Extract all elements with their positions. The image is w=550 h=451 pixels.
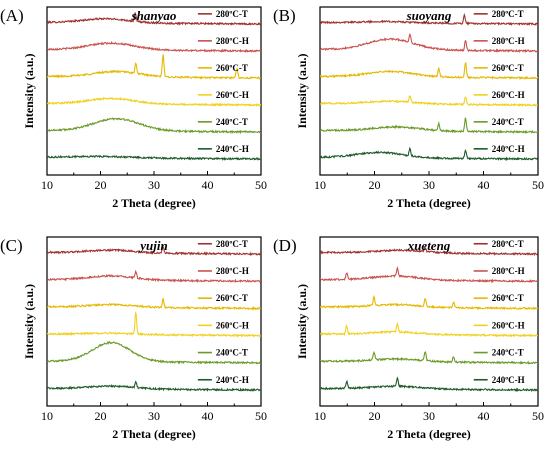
x-tick-label: 10	[41, 178, 53, 192]
legend-label: 240ºC-H	[216, 144, 249, 154]
legend-label: 260ºC-H	[216, 320, 249, 330]
legend-label: 240ºC-H	[492, 375, 525, 385]
xrd-curve-240-c-t	[320, 117, 538, 134]
legend-label: 260ºC-H	[216, 90, 249, 100]
panel-label: (C)	[0, 236, 23, 255]
x-tick-label: 30	[423, 409, 435, 423]
xrd-curve-240-c-t	[47, 117, 261, 135]
x-tick-label: 40	[202, 178, 214, 192]
x-tick-label: 50	[532, 178, 544, 192]
legend-label: 280ºC-T	[492, 9, 524, 19]
panel-title: xueteng	[407, 238, 451, 253]
x-tick-label: 20	[95, 409, 107, 423]
xrd-curve-240-c-h	[320, 146, 538, 162]
panel-xueteng: 280ºC-T 280ºC-H 260ºC-T 260ºC-H 240ºC-T 240ºC…	[273, 236, 544, 441]
x-tick-label: 50	[255, 409, 267, 423]
x-axis-title: 2 Theta (degree)	[112, 196, 196, 210]
y-axis-title: Intensity (a.u.)	[22, 53, 36, 128]
xrd-curve-280-c-t	[47, 12, 261, 26]
legend-label: 280ºC-T	[216, 9, 248, 19]
legend-label: 280ºC-H	[492, 36, 525, 46]
x-tick-label: 10	[314, 178, 326, 192]
xrd-curve-280-c-h	[320, 33, 538, 54]
x-tick-label: 20	[95, 178, 107, 192]
xrd-curve-260-c-h	[47, 97, 261, 108]
xrd-curve-280-c-h	[320, 266, 538, 284]
panel-title: suoyang	[406, 8, 452, 23]
panel-suoyang: 280ºC-T 280ºC-H 260ºC-T 260ºC-H 240ºC-T 240ºC…	[273, 6, 544, 210]
legend-label: 260ºC-T	[216, 293, 248, 303]
x-tick-label: 30	[148, 409, 160, 423]
xrd-curve-280-c-t	[320, 245, 538, 257]
y-axis-title: Intensity (a.u.)	[22, 284, 36, 359]
x-tick-label: 50	[255, 178, 267, 192]
xrd-curve-260-c-t	[320, 294, 538, 311]
x-tick-label: 30	[423, 178, 435, 192]
legend-label: 240ºC-T	[492, 117, 524, 127]
x-axis-title: 2 Theta (degree)	[387, 196, 471, 210]
xrd-curve-260-c-h	[47, 311, 261, 338]
legend-label: 260ºC-T	[492, 293, 524, 303]
panel-title: shanyao	[131, 8, 177, 23]
x-tick-label: 20	[369, 178, 381, 192]
legend-label: 260ºC-H	[492, 320, 525, 330]
xrd-curve-240-c-h	[47, 154, 261, 161]
legend-label: 280ºC-T	[492, 239, 524, 249]
x-tick-label: 50	[532, 409, 544, 423]
legend-label: 240ºC-H	[492, 144, 525, 154]
xrd-curve-260-c-t	[47, 297, 261, 311]
x-axis-title: 2 Theta (degree)	[112, 427, 196, 441]
xrd-curve-280-c-t	[320, 12, 538, 27]
legend-label: 280ºC-H	[216, 266, 249, 276]
x-tick-label: 30	[148, 178, 160, 192]
legend-label: 240ºC-T	[216, 348, 248, 358]
legend-label: 240ºC-H	[216, 375, 249, 385]
xrd-curve-240-c-h	[320, 376, 538, 393]
x-axis-title: 2 Theta (degree)	[387, 427, 471, 441]
x-tick-label: 10	[41, 409, 53, 423]
panel-yujin: 280ºC-T 280ºC-H 260ºC-T 260ºC-H 240ºC-T 240ºC…	[0, 236, 267, 441]
legend-label: 260ºC-T	[216, 63, 248, 73]
xrd-curve-280-c-t	[47, 246, 261, 257]
legend-label: 260ºC-H	[492, 90, 525, 100]
x-tick-label: 40	[202, 409, 214, 423]
x-tick-label: 10	[314, 409, 326, 423]
xrd-curve-260-c-t	[47, 54, 261, 80]
legend-label: 240ºC-T	[492, 348, 524, 358]
legend-label: 280ºC-H	[216, 36, 249, 46]
x-tick-label: 20	[369, 409, 381, 423]
panel-label: (D)	[273, 236, 297, 255]
y-axis-title: Intensity (a.u.)	[295, 284, 309, 359]
xrd-curve-240-c-t	[47, 340, 261, 365]
xrd-curve-280-c-h	[47, 269, 261, 284]
legend-label: 280ºC-H	[492, 266, 525, 276]
y-axis-title: Intensity (a.u.)	[295, 53, 309, 128]
legend-label: 240ºC-T	[216, 117, 248, 127]
x-tick-label: 40	[478, 409, 490, 423]
xrd-curve-240-c-h	[47, 380, 261, 392]
panel-label: (A)	[0, 6, 24, 25]
legend-label: 260ºC-T	[492, 63, 524, 73]
xrd-curve-240-c-t	[320, 350, 538, 365]
panel-shanyao: 280ºC-T 280ºC-H 260ºC-T 260ºC-H 240ºC-T 240ºC…	[0, 6, 267, 210]
panel-label: (B)	[273, 6, 296, 25]
legend-label: 280ºC-T	[216, 239, 248, 249]
xrd-curve-260-c-h	[320, 321, 538, 338]
xrd-curve-260-c-h	[320, 95, 538, 108]
xrd-curve-280-c-h	[47, 40, 261, 54]
panel-title: yujin	[138, 238, 167, 253]
x-tick-label: 40	[478, 178, 490, 192]
xrd-curve-260-c-t	[320, 62, 538, 81]
